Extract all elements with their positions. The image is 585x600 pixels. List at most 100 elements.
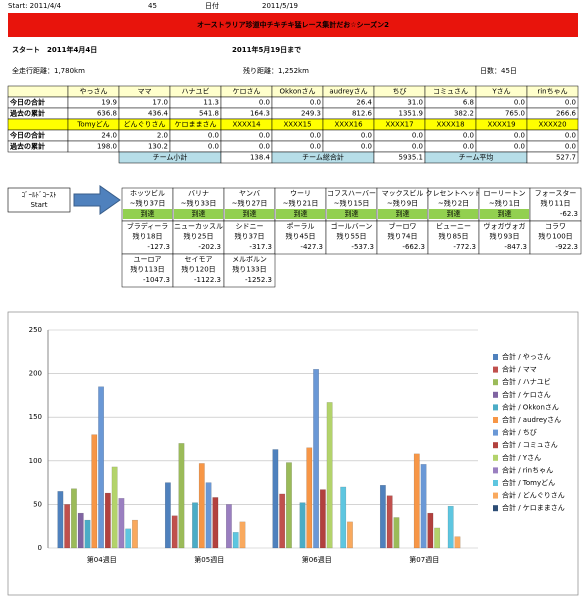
stop-days: 残り85日	[439, 232, 469, 241]
bar	[447, 505, 454, 549]
legend-label: 合計 / どんぐりさん	[502, 491, 565, 500]
bar	[164, 482, 171, 549]
days: 45	[148, 2, 157, 10]
stop-days: 残り93日	[490, 232, 520, 241]
table-value: 0.0	[514, 143, 525, 151]
stop-result: -662.3	[402, 243, 425, 251]
table-value: 24.0	[101, 132, 117, 140]
member-name: ママ	[138, 88, 152, 96]
stop-result: 到達	[192, 209, 206, 218]
bar	[434, 527, 441, 549]
stop-name: ゴールバーン	[331, 222, 373, 231]
stop-days: ~残り21日	[283, 199, 319, 208]
member-name: ケロさん	[233, 88, 261, 96]
row-label: 過去の累計	[9, 142, 45, 151]
table-value: 0.0	[463, 132, 474, 140]
start-line: スタート 2011年4月4日	[12, 45, 97, 54]
table-value: 249.3	[301, 110, 321, 118]
stop-days: 残り120日	[181, 265, 215, 274]
y-tick-label: 100	[29, 457, 42, 465]
table-cell	[526, 151, 579, 164]
table-value: 0.0	[514, 99, 525, 107]
stop-name: コフスハーバー	[327, 190, 376, 198]
title: オーストラリア珍道中チキチキ猛レース集計だお☆シーズン2	[197, 20, 389, 29]
stop-days: ~残り1日	[489, 199, 520, 208]
legend-swatch	[493, 366, 498, 373]
stop-name: フォースター	[535, 189, 577, 198]
stop-name: ヤンバ	[239, 190, 260, 198]
stop-days: 残り113日	[130, 265, 164, 274]
reached-bar	[327, 209, 376, 219]
table-value: 6.8	[463, 99, 474, 107]
member-name: XXXX16	[334, 121, 363, 129]
table-value: 0.0	[310, 143, 321, 151]
legend-swatch	[493, 492, 498, 499]
legend-label: 合計 / ケロさん	[502, 390, 551, 399]
member-name: Yさん	[491, 88, 510, 96]
stop-box	[121, 253, 174, 288]
legend-swatch	[493, 442, 498, 449]
table-value: 765.0	[505, 110, 525, 118]
reached-bar	[225, 209, 274, 219]
stop-result: -202.3	[198, 243, 221, 251]
stop-box	[172, 253, 225, 288]
legend-swatch	[493, 505, 498, 512]
legend-label: 合計 / audreyさん	[502, 415, 561, 424]
bar	[454, 536, 461, 549]
table-value: 0.0	[259, 132, 270, 140]
stop-result: -922.3	[555, 243, 578, 251]
stop-result: 到達	[294, 209, 308, 218]
legend-label: 合計 / やっさん	[502, 352, 551, 361]
legend-swatch	[493, 379, 498, 386]
stop-days: 残り25日	[184, 232, 214, 241]
bar	[57, 491, 64, 549]
date-label: 日付	[205, 1, 219, 10]
table-value: 636.8	[97, 110, 117, 118]
member-name: ケロままさん	[175, 121, 217, 129]
stop-name: クレセントヘッド	[426, 190, 482, 198]
stop-days: ~残り33日	[181, 199, 217, 208]
bar	[192, 502, 198, 549]
table-value: 164.3	[250, 110, 270, 118]
member-name: audreyさん	[329, 88, 367, 96]
stop-result: -62.3	[560, 210, 578, 218]
stop-days: 残り11日	[541, 199, 571, 208]
legend-label: 合計 / ママ	[502, 365, 537, 374]
stop-days: ~残り15日	[334, 199, 370, 208]
bar	[326, 402, 333, 549]
bar	[386, 495, 393, 549]
stop-result: -1047.3	[143, 276, 170, 284]
stop-name: バリナ	[188, 190, 209, 198]
bar	[299, 502, 306, 549]
row-label: 過去の累計	[9, 109, 45, 118]
stop-name: ローリートン	[484, 190, 526, 198]
stop-days: ~残り37日	[130, 199, 166, 208]
member-name: Tomyどん	[76, 121, 109, 129]
member-name: XXXX20	[538, 121, 566, 129]
stop-name: シドニー	[236, 223, 264, 231]
footer-label: チーム総合計	[302, 153, 344, 162]
start-text: Start	[30, 201, 47, 209]
stop-result: -127.3	[147, 243, 170, 251]
legend-swatch	[493, 467, 498, 474]
bar	[340, 486, 347, 549]
bar	[71, 488, 77, 549]
stop-days: 残り133日	[232, 265, 266, 274]
arrow	[73, 185, 121, 215]
table-value: 0.0	[208, 143, 219, 151]
stop-name: ホッツビル	[130, 189, 165, 198]
legend-label: 合計 / コミュさん	[502, 440, 558, 449]
stop-days: ~残り27日	[232, 199, 268, 208]
stop-name: ウーリ	[290, 190, 311, 198]
table-value: 0.0	[310, 99, 321, 107]
stop-days: 残り18日	[133, 232, 163, 241]
table-value: 0.0	[565, 99, 576, 107]
remaining: 残り距離：1,252km	[243, 66, 309, 75]
bar	[347, 521, 353, 549]
stop-result: 到達	[498, 209, 512, 218]
bar	[286, 462, 292, 549]
bar	[420, 464, 427, 549]
table-value: 2.0	[157, 132, 168, 140]
bar	[84, 519, 91, 549]
bar	[98, 386, 104, 549]
